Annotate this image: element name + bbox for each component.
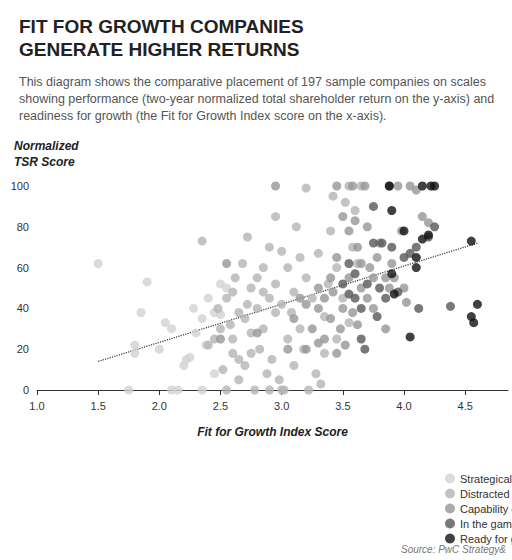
svg-text:TSR Score: TSR Score <box>14 155 75 169</box>
svg-text:This diagram shows the compara: This diagram shows the comparative place… <box>19 75 489 89</box>
svg-text:Normalized: Normalized <box>14 139 79 153</box>
svg-text:3.5: 3.5 <box>335 400 350 412</box>
svg-text:20: 20 <box>17 343 29 355</box>
svg-text:1.0: 1.0 <box>29 400 44 412</box>
svg-text:0: 0 <box>23 384 29 396</box>
svg-text:4.0: 4.0 <box>396 400 411 412</box>
svg-text:Strategically adrift: Strategically adrift <box>460 473 512 485</box>
svg-text:Distracted: Distracted <box>460 488 510 500</box>
svg-text:In the game: In the game <box>460 518 512 530</box>
svg-text:Ready for growth: Ready for growth <box>460 533 512 545</box>
svg-text:2.5: 2.5 <box>213 400 228 412</box>
svg-text:60: 60 <box>17 262 29 274</box>
svg-text:Capability constrained: Capability constrained <box>460 503 512 515</box>
svg-text:1.5: 1.5 <box>91 400 106 412</box>
svg-text:100: 100 <box>11 180 29 192</box>
svg-text:4.5: 4.5 <box>458 400 473 412</box>
svg-text:showing performance (two-year: showing performance (two-year normalized… <box>19 92 498 106</box>
svg-text:80: 80 <box>17 221 29 233</box>
svg-text:Fit for Growth Index Score: Fit for Growth Index Score <box>197 425 348 439</box>
svg-text:FIT FOR GROWTH COMPANIES: FIT FOR GROWTH COMPANIES <box>19 16 304 37</box>
svg-text:Source: PwC Strategy&: Source: PwC Strategy& <box>401 544 506 555</box>
svg-text:readiness for growth (the Fit: readiness for growth (the Fit for Growth… <box>19 109 387 123</box>
svg-text:GENERATE HIGHER RETURNS: GENERATE HIGHER RETURNS <box>19 39 299 60</box>
svg-text:2.0: 2.0 <box>152 400 167 412</box>
svg-text:3.0: 3.0 <box>274 400 289 412</box>
svg-text:40: 40 <box>17 302 29 314</box>
